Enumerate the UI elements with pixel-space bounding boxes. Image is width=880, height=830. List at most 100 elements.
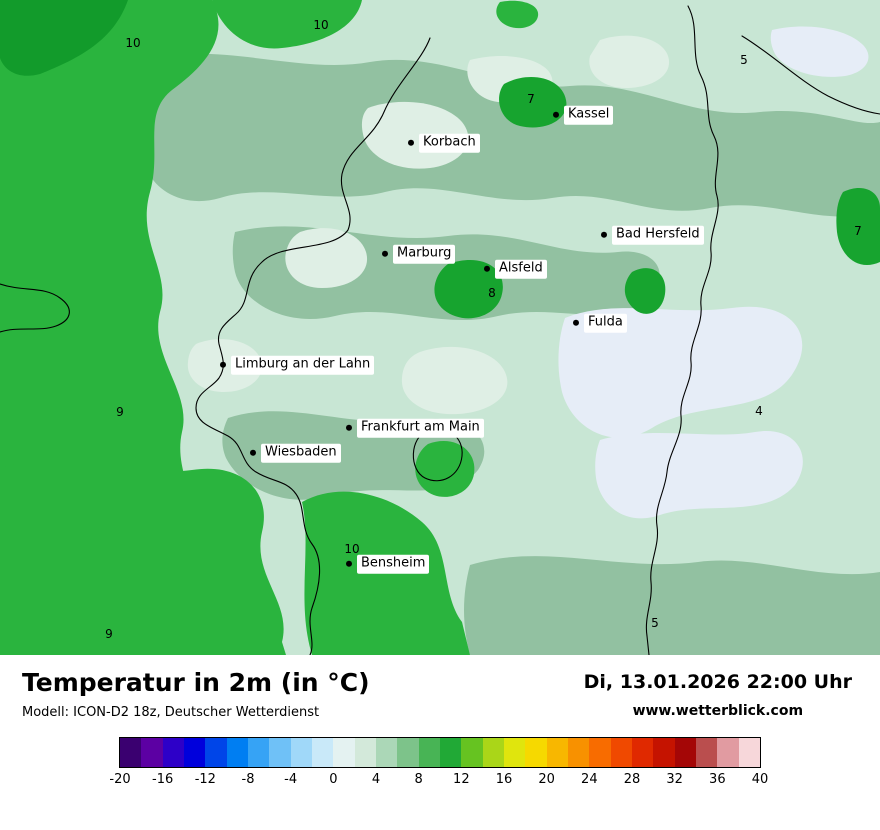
city-marker: Kassel xyxy=(553,105,614,125)
legend-color-segment xyxy=(269,738,291,767)
legend-tick-label: -4 xyxy=(284,772,298,787)
legend-tick-label: 28 xyxy=(623,772,641,787)
city-dot-icon xyxy=(484,266,490,272)
city-dot-icon xyxy=(382,251,388,257)
city-dot-icon xyxy=(220,362,226,368)
legend-color-segment xyxy=(674,738,696,767)
city-marker: Marburg xyxy=(382,244,456,264)
legend-color-segment xyxy=(653,738,675,767)
city-label: Bad Hersfeld xyxy=(612,225,704,245)
city-label: Fulda xyxy=(584,313,627,333)
legend-colorbar xyxy=(119,737,761,768)
legend-tick-labels: -20 -16 -12 -8 -4 0 4 8 12 16 20 24 28 32 36 40 xyxy=(109,772,768,788)
city-dot-icon xyxy=(408,140,414,146)
temperature-value-label: 5 xyxy=(651,616,659,630)
legend-color-segment xyxy=(418,738,440,767)
legend-color-segment xyxy=(503,738,526,767)
legend-tick-label: -20 xyxy=(109,772,131,787)
temperature-value-label: 8 xyxy=(488,286,496,300)
city-dot-icon xyxy=(573,320,579,326)
legend-color-segment xyxy=(354,738,376,767)
legend-color-segment xyxy=(141,738,163,767)
city-dot-icon xyxy=(346,561,352,567)
model-info-text: Modell: ICON-D2 18z, Deutscher Wetterdie… xyxy=(22,705,320,720)
temperature-legend: -20 -16 -12 -8 -4 0 4 8 12 16 20 24 28 32 36 40 xyxy=(109,737,768,788)
city-dot-icon xyxy=(601,232,607,238)
legend-color-segment xyxy=(567,738,590,767)
legend-tick-label: 24 xyxy=(581,772,598,787)
legend-color-segment xyxy=(226,738,248,767)
city-marker: Bad Hersfeld xyxy=(601,225,704,245)
city-marker: Limburg an der Lahn xyxy=(220,355,375,375)
temperature-value-label: 4 xyxy=(755,404,763,418)
legend-color-segment xyxy=(695,738,718,767)
city-marker: Alsfeld xyxy=(484,259,547,279)
legend-color-segment xyxy=(525,738,547,767)
legend-color-segment xyxy=(375,738,398,767)
city-label: Bensheim xyxy=(357,554,430,574)
city-dot-icon xyxy=(553,112,559,118)
legend-tick-label: 8 xyxy=(414,772,423,787)
legend-color-segment xyxy=(183,738,206,767)
city-dot-icon xyxy=(250,450,256,456)
map-area: 10 10 7 5 7 8 9 4 10 9 5 Kassel Korbach Bad Hersfeld… xyxy=(0,0,880,655)
legend-tick-label: -12 xyxy=(194,772,216,787)
legend-tick-label: 32 xyxy=(666,772,683,787)
temperature-value-label: 9 xyxy=(116,405,124,419)
legend-color-segment xyxy=(205,738,227,767)
legend-color-segment xyxy=(311,738,334,767)
legend-color-segment xyxy=(610,738,632,767)
city-label: Alsfeld xyxy=(495,259,547,279)
page-title: Temperatur in 2m (in °C) xyxy=(22,668,370,697)
legend-color-segment xyxy=(290,738,312,767)
temperature-value-label: 7 xyxy=(854,224,862,238)
city-label: Limburg an der Lahn xyxy=(231,355,375,375)
temperature-value-label: 10 xyxy=(313,18,329,32)
legend-tick-label: 36 xyxy=(709,772,726,787)
city-marker: Fulda xyxy=(573,313,627,333)
legend-color-segment xyxy=(247,738,270,767)
legend-color-segment xyxy=(397,738,419,767)
city-label: Wiesbaden xyxy=(261,443,341,463)
city-marker: Korbach xyxy=(408,133,480,153)
temperature-value-label: 10 xyxy=(125,36,141,50)
city-label: Kassel xyxy=(564,105,614,125)
city-label: Frankfurt am Main xyxy=(357,418,484,438)
legend-tick-label: 40 xyxy=(751,772,769,787)
legend-tick-label: 20 xyxy=(538,772,555,787)
legend-tick-label: -8 xyxy=(241,772,255,787)
city-marker: Wiesbaden xyxy=(250,443,341,463)
forecast-datetime: Di, 13.01.2026 22:00 Uhr xyxy=(583,671,852,693)
city-marker: Bensheim xyxy=(346,554,430,574)
footer-left-column: Temperatur in 2m (in °C) Modell: ICON-D2… xyxy=(22,668,370,720)
temperature-value-label: 10 xyxy=(344,542,360,556)
website-text: www.wetterblick.com xyxy=(632,703,804,719)
city-label: Korbach xyxy=(419,133,480,153)
legend-color-segment xyxy=(439,738,462,767)
footer-header: Temperatur in 2m (in °C) Modell: ICON-D2… xyxy=(0,655,880,720)
legend-color-segment xyxy=(461,738,483,767)
city-dot-icon xyxy=(346,425,352,431)
legend-tick-label: 12 xyxy=(453,772,470,787)
legend-color-segment xyxy=(589,738,611,767)
footer-right-column: Di, 13.01.2026 22:00 Uhr www.wetterblick… xyxy=(584,668,852,719)
legend-color-segment xyxy=(482,738,504,767)
temperature-value-label: 9 xyxy=(105,627,113,641)
city-label: Marburg xyxy=(393,244,456,264)
temperature-regions xyxy=(0,0,880,655)
legend-tick-label: -16 xyxy=(152,772,174,787)
temperature-value-label: 5 xyxy=(740,53,748,67)
legend-color-segment xyxy=(333,738,355,767)
legend-color-segment xyxy=(546,738,568,767)
temperature-field-svg xyxy=(0,0,880,655)
legend-color-segment xyxy=(162,738,184,767)
city-marker: Frankfurt am Main xyxy=(346,418,484,438)
footer-panel: Temperatur in 2m (in °C) Modell: ICON-D2… xyxy=(0,655,880,830)
legend-color-segment xyxy=(717,738,739,767)
legend-color-segment xyxy=(631,738,654,767)
temperature-value-label: 7 xyxy=(527,92,535,106)
legend-color-segment xyxy=(738,738,760,767)
legend-color-segment xyxy=(120,738,142,767)
legend-tick-label: 4 xyxy=(371,772,381,787)
